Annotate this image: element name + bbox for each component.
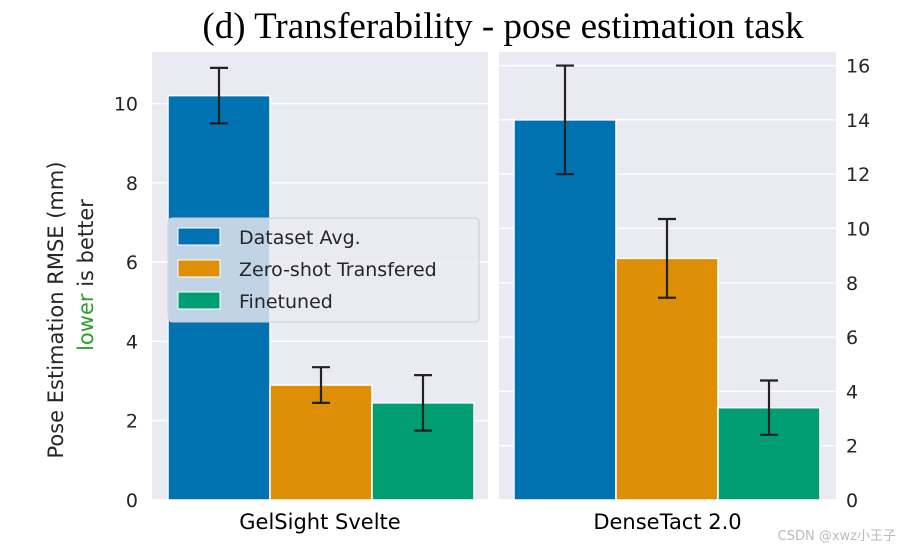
y-tick-label: 6 bbox=[846, 327, 858, 349]
y-tick-label: 4 bbox=[126, 331, 138, 353]
y-tick-label: 2 bbox=[126, 411, 138, 433]
legend-box bbox=[167, 217, 480, 323]
lower-highlight: lower bbox=[74, 293, 98, 351]
y-tick-label: 4 bbox=[846, 381, 858, 403]
y-tick-label: 12 bbox=[846, 164, 870, 186]
y-tick-label: 0 bbox=[126, 490, 138, 512]
legend: Dataset Avg. Zero-shot Transfered Finetune… bbox=[167, 217, 480, 323]
chart-title: (d) Transferability - pose estimation ta… bbox=[202, 6, 804, 47]
y-tick-label: 10 bbox=[114, 94, 138, 116]
y-axis-sublabel: lower is better bbox=[74, 199, 98, 351]
sublabel-rest: is better bbox=[74, 199, 98, 294]
legend-label: Dataset Avg. bbox=[239, 227, 361, 249]
y-axis-label: Pose Estimation RMSE (mm) bbox=[44, 161, 68, 458]
watermark: CSDN @xwz小王子 bbox=[778, 529, 896, 544]
legend-swatch bbox=[177, 259, 221, 278]
y-tick-label: 16 bbox=[846, 56, 870, 78]
y-tick-label: 2 bbox=[846, 436, 858, 458]
legend-swatch bbox=[177, 227, 221, 246]
y-tick-label: 8 bbox=[846, 273, 858, 295]
panel-densetact-2-0: 0 2 4 6 8 10 12 14 16 DenseTact 2.0 bbox=[499, 52, 870, 534]
y-tick-label: 0 bbox=[846, 490, 858, 512]
bar bbox=[513, 119, 617, 501]
legend-swatch bbox=[177, 291, 221, 310]
x-category-label: GelSight Svelte bbox=[239, 510, 400, 534]
x-category-label: DenseTact 2.0 bbox=[593, 510, 741, 534]
y-tick-label: 8 bbox=[126, 173, 138, 195]
y-tick-label: 6 bbox=[126, 252, 138, 274]
y-tick-label: 14 bbox=[846, 110, 870, 132]
y-tick-label: 10 bbox=[846, 218, 870, 240]
legend-label: Finetuned bbox=[239, 291, 333, 313]
bar bbox=[269, 384, 373, 501]
plot-panels: 0 2 4 6 8 10 GelSight Svelte 0 2 4 6 8 10 12 14 16 Dense… bbox=[114, 52, 870, 534]
legend-label: Zero-shot Transfered bbox=[239, 259, 437, 281]
